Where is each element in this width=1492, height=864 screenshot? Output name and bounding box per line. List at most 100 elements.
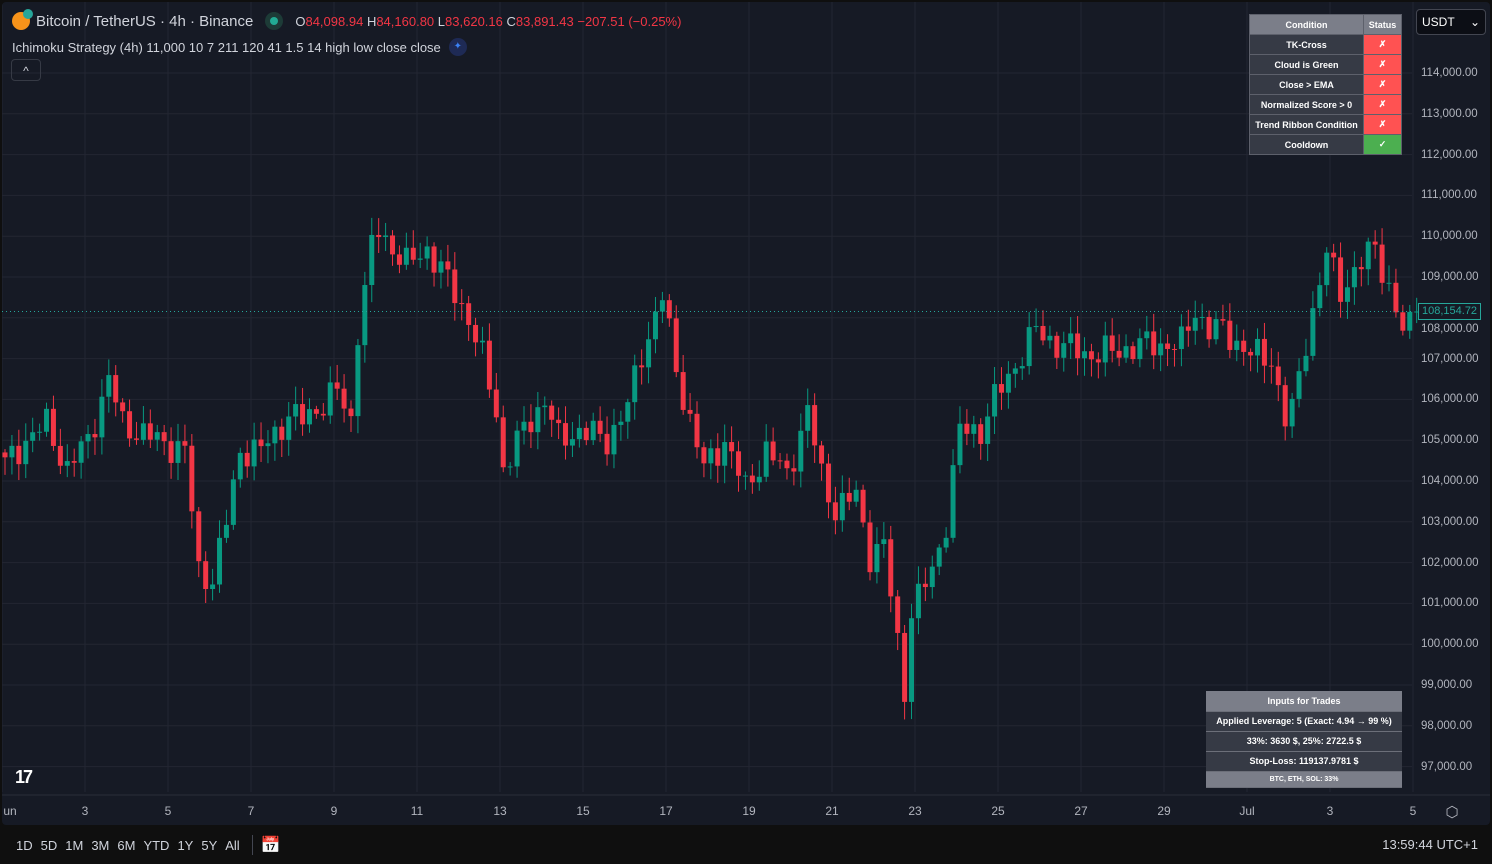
indicator-title[interactable]: Ichimoku Strategy (4h) 11,000 10 7 211 1… (12, 39, 441, 55)
candle-down (182, 441, 188, 446)
candle-down (583, 427, 589, 441)
candle-down (300, 404, 306, 425)
range-button-6m[interactable]: 6M (117, 837, 136, 853)
candle-up (1137, 338, 1143, 360)
candle-up (1082, 351, 1088, 359)
candle-down (687, 409, 693, 414)
candle-up (742, 475, 748, 477)
candle-up (1255, 338, 1261, 356)
candle-up (369, 234, 375, 286)
range-button-ytd[interactable]: YTD (143, 837, 170, 853)
range-button-5y[interactable]: 5Y (201, 837, 218, 853)
candle-up (1019, 366, 1025, 369)
candle-up (210, 584, 216, 590)
candle-down (888, 539, 894, 597)
chart-settings-icon[interactable]: ⬡ (1445, 804, 1459, 821)
candle-up (272, 426, 278, 444)
candle-up (611, 424, 617, 455)
status-fail: ✗ (1363, 94, 1402, 115)
candle-down (258, 439, 264, 447)
candle-down (320, 413, 326, 416)
market-status-icon[interactable] (265, 12, 284, 30)
range-button-3m[interactable]: 3M (91, 837, 110, 853)
candle-down (348, 408, 354, 417)
candle-down (1095, 359, 1101, 363)
candle-up (417, 258, 423, 260)
time-tick-label: 13 (493, 804, 507, 818)
candle-down (1220, 319, 1226, 321)
candle-down (791, 468, 797, 472)
range-button-all[interactable]: All (225, 837, 240, 853)
candle-down (1116, 350, 1122, 358)
candle-down (445, 261, 451, 270)
candle-up (286, 416, 292, 440)
candle-up (763, 441, 769, 477)
candle-up (507, 466, 513, 468)
candle-up (265, 443, 271, 447)
candle-up (1061, 343, 1067, 358)
candle-up (805, 405, 811, 431)
candle-up (659, 300, 665, 312)
candle-down (466, 303, 472, 325)
candle-up (936, 547, 942, 567)
candle-down (639, 365, 645, 368)
range-button-1d[interactable]: 1D (16, 837, 33, 853)
candle-down (860, 489, 866, 523)
date-range-icon[interactable]: 📅 (260, 837, 281, 854)
price-chart[interactable] (2, 2, 1490, 825)
time-tick-label: Jul (1239, 804, 1255, 818)
candle-up (756, 476, 762, 483)
candle-down (120, 402, 126, 412)
tradingview-logo[interactable]: 17 (15, 767, 33, 787)
time-tick-label: 19 (742, 804, 756, 818)
candle-down (57, 445, 63, 466)
candle-up (992, 384, 998, 417)
candle-down (715, 448, 721, 466)
range-button-1y[interactable]: 1Y (177, 837, 194, 853)
time-tick-label: 25 (991, 804, 1005, 818)
clock[interactable]: 13:59:44 UTC+1 (1382, 837, 1478, 852)
price-tick-label: 109,000.00 (1421, 271, 1479, 283)
candle-up (355, 345, 361, 417)
candle-up (722, 442, 728, 466)
candle-down (729, 442, 735, 452)
candle-down (978, 424, 984, 444)
time-tick-label: 23 (908, 804, 922, 818)
symbol-title[interactable]: Bitcoin / TetherUS · 4h · Binance (36, 12, 254, 30)
collapse-legend-button[interactable]: ^ (11, 59, 41, 81)
price-tick-label: 111,000.00 (1421, 189, 1477, 202)
candle-down (1331, 252, 1337, 258)
range-button-1m[interactable]: 1M (65, 837, 84, 853)
candle-down (431, 246, 437, 273)
currency-value: USDT (1422, 15, 1455, 29)
candle-down (666, 300, 672, 319)
ohlc-values: O84,098.94 H84,160.80 L83,620.16 C83,891… (295, 13, 682, 29)
candle-up (1414, 311, 1420, 313)
price-tick-label: 114,000.00 (1421, 67, 1478, 79)
candle-down (1248, 351, 1254, 356)
candle-down (1130, 346, 1136, 360)
currency-select[interactable]: USDT ⌄ (1416, 9, 1486, 35)
candle-down (1261, 338, 1267, 366)
chart-area[interactable]: Bitcoin / TetherUS · 4h · Binance O84,09… (2, 2, 1490, 825)
candle-up (535, 407, 541, 433)
candle-down (500, 417, 506, 468)
ai-sparkle-icon[interactable]: ✦ (448, 38, 467, 56)
candle-down (1268, 365, 1274, 367)
time-tick-label: 15 (576, 804, 590, 818)
candle-up (1102, 335, 1108, 363)
price-tick-label: 103,000.00 (1421, 515, 1479, 528)
candle-down (161, 432, 167, 442)
candle-down (825, 463, 831, 503)
candle-down (1151, 331, 1157, 356)
candle-up (625, 402, 631, 422)
candle-down (701, 447, 707, 464)
indicator-legend[interactable]: Ichimoku Strategy (4h) 11,000 10 7 211 1… (12, 38, 467, 56)
candle-up (30, 432, 36, 441)
candle-down (604, 433, 610, 455)
divider (251, 835, 253, 855)
candle-down (2, 452, 8, 458)
range-button-5d[interactable]: 5D (40, 837, 58, 853)
time-tick-label: 17 (659, 804, 673, 818)
candle-down (846, 492, 852, 502)
